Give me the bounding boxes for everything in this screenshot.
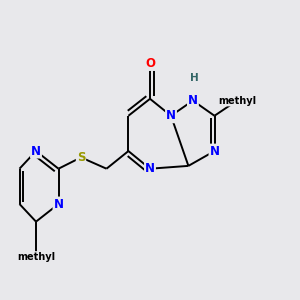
Text: N: N [53, 197, 64, 211]
Text: N: N [166, 109, 176, 122]
Text: N: N [188, 94, 198, 107]
Text: methyl: methyl [218, 96, 256, 106]
Text: methyl: methyl [17, 252, 55, 262]
Text: N: N [209, 145, 220, 158]
Text: H: H [190, 73, 199, 82]
Text: N: N [145, 162, 155, 175]
Text: S: S [77, 151, 85, 164]
Text: O: O [145, 57, 155, 70]
Text: N: N [31, 145, 41, 158]
